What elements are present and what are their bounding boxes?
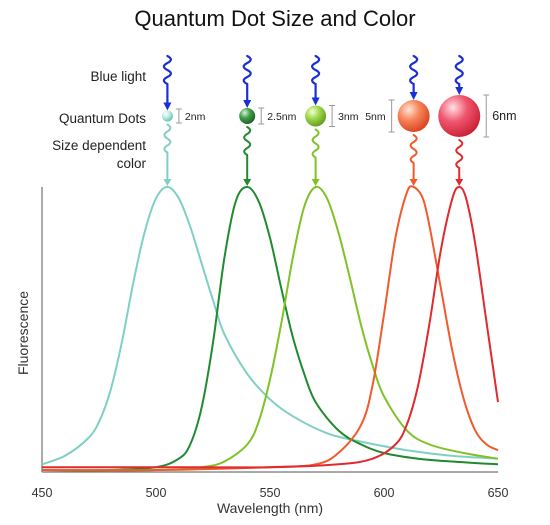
x-tick-label: 450 (32, 486, 53, 500)
y-axis-label: Fluorescence (15, 291, 31, 375)
size-label: 6nm (492, 109, 516, 123)
quantum-dot-sphere-icon (438, 95, 481, 137)
blue-light-label: Blue light (90, 69, 146, 84)
quantum-dot-column-2nm: 2nm (161, 54, 206, 186)
quantum-dot-column-5nm: 5nm (365, 54, 430, 186)
emission-curve-6nm (42, 185, 499, 469)
quantum-dot-column-2.5nm: 2.5nm (239, 54, 297, 186)
emission-arrow-icon (311, 128, 320, 181)
size-bracket (483, 94, 490, 138)
blue-light-arrow-icon (409, 54, 419, 100)
emission-arrow-icon (243, 126, 252, 181)
size-label: 5nm (365, 111, 386, 123)
x-tick-label: 500 (146, 486, 167, 500)
emission-arrow-icon (163, 123, 172, 181)
size-label: 3nm (338, 111, 359, 123)
emission-arrow-icon (409, 134, 418, 181)
x-tick-label: 650 (488, 486, 509, 500)
emission-arrow-head-icon (243, 179, 252, 186)
x-tick-label: 600 (374, 486, 395, 500)
emission-arrow-head-icon (311, 179, 320, 186)
blue-light-arrow-icon (311, 54, 321, 106)
emission-curve-2.5nm (41, 185, 499, 472)
quantum-dot-sphere-icon (239, 108, 256, 124)
emission-curve-3nm (41, 185, 499, 472)
emission-curve-2nm (41, 185, 499, 466)
quantum-dot-sphere-icon (161, 110, 173, 122)
blue-light-arrow-icon (162, 54, 172, 111)
x-tick-labels: 450 500 550 600 650 (32, 486, 509, 500)
emission-arrow-head-icon (409, 179, 418, 186)
quantum-dot-illustrations: 2nm 2.5nm 3nm 5nm 6nm (161, 54, 517, 186)
quantum-dots-label: Quantum Dots (59, 111, 146, 126)
quantum-dot-column-6nm: 6nm (438, 54, 517, 186)
size-label: 2.5nm (267, 111, 296, 123)
size-label: 2nm (185, 111, 206, 123)
size-bracket (258, 107, 265, 125)
quantum-dot-sphere-icon (397, 100, 430, 132)
chart-title: Quantum Dot Size and Color (134, 6, 415, 31)
size-bracket (175, 108, 182, 124)
x-axis-label: Wavelength (nm) (217, 500, 323, 516)
quantum-dot-column-3nm: 3nm (305, 54, 359, 186)
size-bracket (388, 99, 395, 133)
blue-light-arrow-icon (242, 54, 252, 108)
color-label: color (117, 156, 147, 171)
size-dependent-label: Size dependent (52, 138, 146, 153)
size-bracket (329, 105, 336, 127)
emission-arrow-head-icon (455, 179, 464, 186)
quantum-dot-sphere-icon (305, 105, 327, 127)
x-tick-label: 550 (260, 486, 281, 500)
blue-light-arrow-icon (454, 54, 464, 95)
emission-curves (41, 185, 499, 472)
emission-arrow-icon (455, 139, 464, 181)
emission-arrow-head-icon (163, 179, 172, 186)
